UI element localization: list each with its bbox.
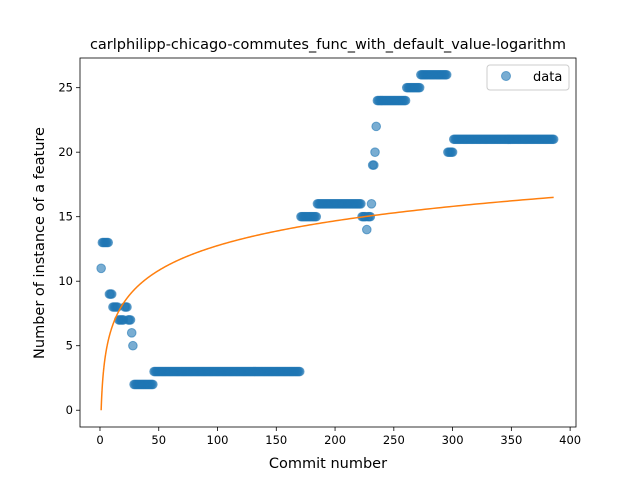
x-tick-label: 150: [265, 433, 287, 447]
legend-label-data: data: [533, 70, 562, 85]
data-point: [371, 121, 381, 132]
y-tick-label: 0: [66, 403, 73, 417]
data-point: [441, 69, 452, 80]
axes: 0 50 100 150 200 250 300 350 400 0 5 10 15 20 25: [58, 57, 581, 447]
y-tick-label: 20: [58, 145, 73, 159]
fit-curve: [100, 196, 554, 411]
data-point: [294, 366, 305, 377]
data-point: [106, 289, 117, 299]
x-tick-label: 0: [96, 433, 103, 447]
data-point: [356, 198, 366, 209]
x-tick-label: 50: [151, 433, 166, 447]
legend: data: [486, 64, 570, 91]
y-tick-label: 5: [66, 339, 73, 353]
data-point: [128, 340, 138, 351]
data-point: [447, 147, 458, 157]
data-point: [125, 315, 136, 325]
y-tick-label: 10: [58, 274, 73, 288]
data-point: [366, 198, 377, 209]
x-tick-label: 300: [442, 433, 464, 447]
y-axis-label: Number of instance of a feature: [32, 127, 48, 359]
data-point: [400, 95, 411, 106]
legend-marker-data: [501, 71, 511, 81]
x-tick-label: 100: [207, 433, 229, 447]
data-point: [414, 82, 425, 93]
x-tick-label: 200: [324, 433, 346, 447]
chart-title: carlphilipp-chicago-commutes_func_with_d…: [90, 37, 566, 53]
data-point: [126, 328, 137, 338]
x-tick-label: 400: [559, 433, 581, 447]
data-point: [96, 263, 106, 274]
x-tick-label: 250: [383, 433, 405, 447]
x-tick-label: 350: [500, 433, 522, 447]
data-point: [361, 224, 372, 235]
data-point: [548, 134, 559, 145]
data-point: [148, 379, 158, 390]
x-axis-label: Commit number: [269, 456, 387, 472]
data-point: [103, 237, 114, 248]
data-point: [369, 160, 379, 170]
y-tick-label: 25: [58, 81, 73, 95]
data-point: [122, 302, 132, 312]
plot-area: [96, 69, 559, 411]
y-tick-label: 15: [58, 210, 73, 224]
axes-frame: [79, 57, 577, 428]
data-point: [311, 211, 322, 222]
data-point: [370, 147, 380, 157]
